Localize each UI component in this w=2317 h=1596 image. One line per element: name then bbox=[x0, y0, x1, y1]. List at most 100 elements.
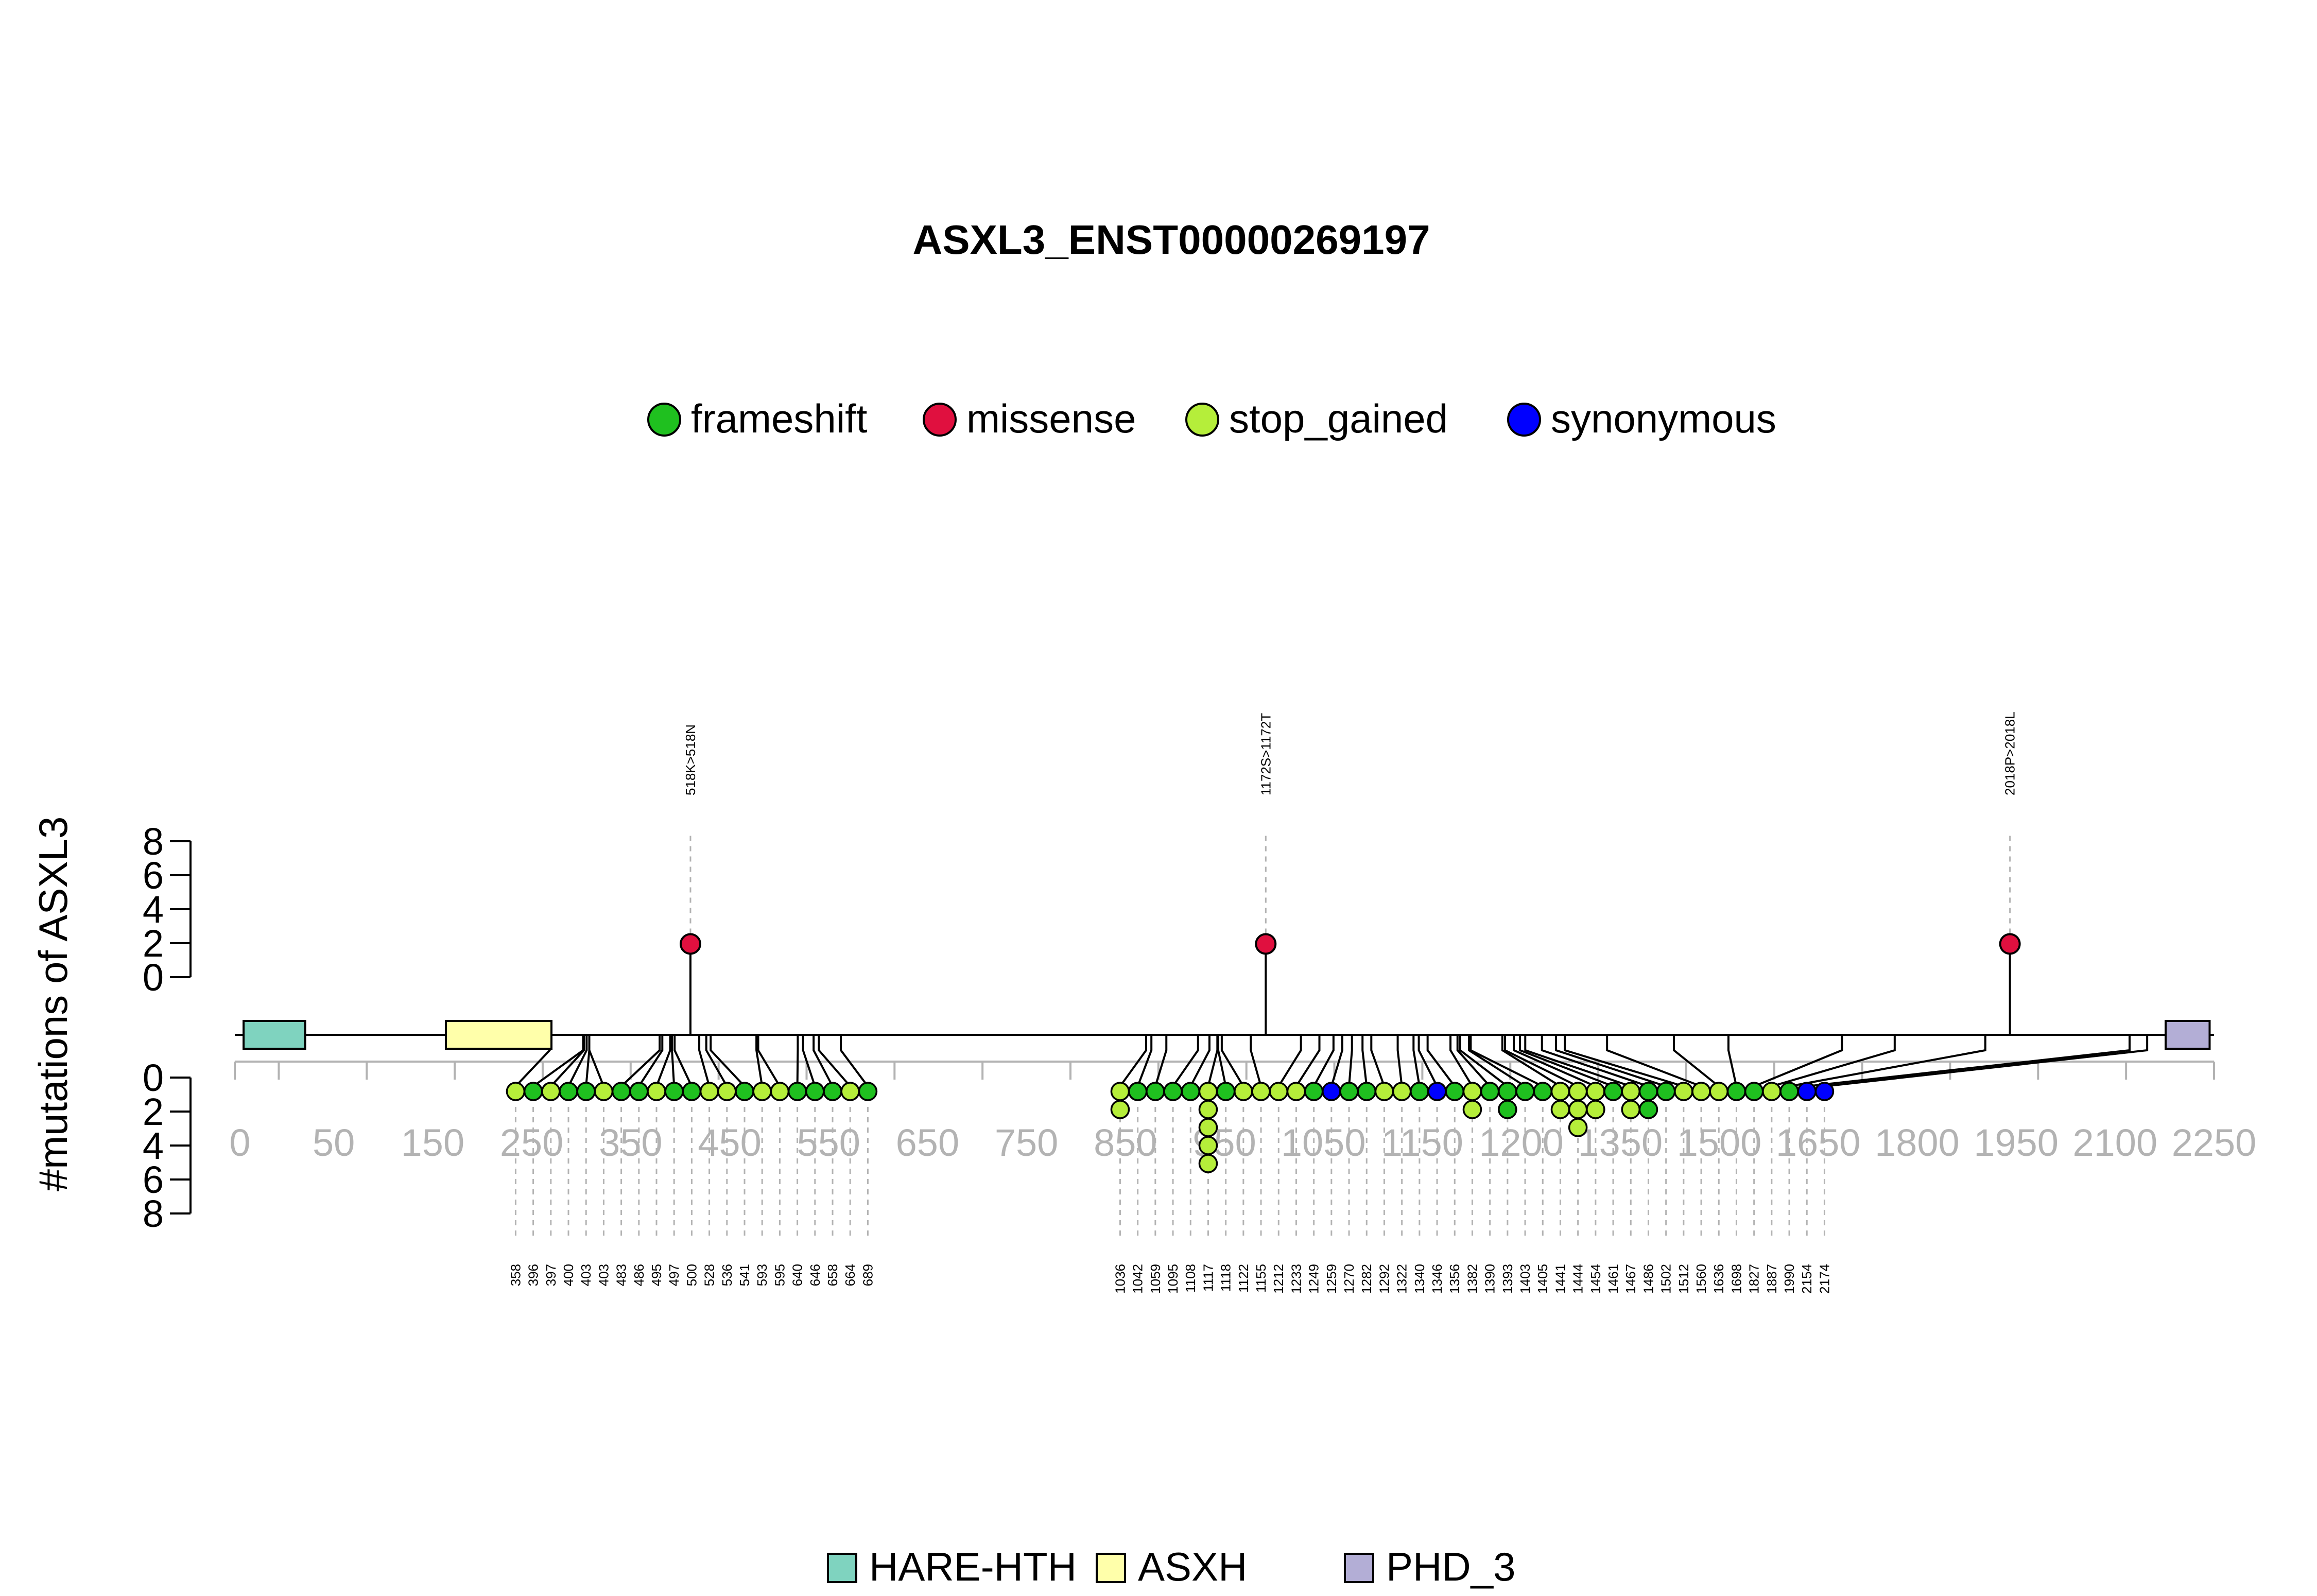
x-tick-label: 150 bbox=[401, 1121, 464, 1164]
lower-position-label: 1887 bbox=[1764, 1264, 1779, 1294]
lower-stem bbox=[1136, 1035, 1153, 1087]
lower-position-label: 1036 bbox=[1112, 1264, 1128, 1294]
lower-point bbox=[1691, 1082, 1711, 1101]
lower-y-tick-label: 6 bbox=[143, 1158, 164, 1201]
lower-stem bbox=[802, 1035, 816, 1087]
x-tick-label: 450 bbox=[698, 1121, 761, 1164]
lower-point bbox=[1462, 1082, 1482, 1101]
upper-point bbox=[1999, 933, 2021, 955]
lower-position-label: 1118 bbox=[1218, 1264, 1234, 1292]
lower-stem bbox=[638, 1035, 664, 1087]
legend-marker-missense bbox=[923, 403, 957, 437]
lower-position-label: 536 bbox=[719, 1264, 735, 1286]
lower-stem bbox=[1459, 1035, 1509, 1087]
lower-stem bbox=[1348, 1035, 1353, 1087]
lower-stem bbox=[705, 1035, 728, 1087]
mutation-type-legend: frameshift missense stop_gained synonymous bbox=[647, 396, 1776, 441]
lower-point bbox=[717, 1082, 737, 1101]
lower-stem bbox=[1370, 1035, 1386, 1087]
lower-point bbox=[1550, 1082, 1570, 1101]
domain-ASXH bbox=[445, 1020, 553, 1050]
lower-position-label: 1108 bbox=[1183, 1264, 1198, 1293]
lower-y-tick-label: 8 bbox=[143, 1192, 164, 1235]
lower-position-label: 1059 bbox=[1148, 1264, 1163, 1294]
lower-position-labels: 358 396 397 400 403 403 483 486 495 497 500 528 536 5… bbox=[508, 1264, 1832, 1294]
lower-point bbox=[823, 1082, 842, 1101]
lower-point bbox=[1110, 1100, 1130, 1119]
lower-stem bbox=[1189, 1035, 1211, 1087]
lower-position-label: 396 bbox=[526, 1264, 541, 1286]
lower-stem bbox=[655, 1035, 671, 1087]
lower-stem bbox=[698, 1035, 711, 1087]
lower-point bbox=[1568, 1100, 1588, 1119]
lower-point bbox=[1198, 1082, 1218, 1101]
lower-point bbox=[1322, 1082, 1341, 1101]
lower-position-label: 1292 bbox=[1376, 1264, 1392, 1294]
lower-position-label: 1249 bbox=[1306, 1264, 1322, 1294]
lower-stem bbox=[1312, 1035, 1335, 1087]
lower-position-label: 646 bbox=[807, 1264, 823, 1286]
lower-stem bbox=[840, 1035, 869, 1087]
lower-point bbox=[1163, 1082, 1183, 1101]
lower-position-label: 403 bbox=[596, 1264, 611, 1286]
lower-position-label: 1259 bbox=[1324, 1264, 1339, 1294]
lower-point bbox=[594, 1082, 614, 1101]
lower-position-label: 528 bbox=[702, 1264, 717, 1286]
lower-stem bbox=[1295, 1035, 1321, 1087]
lower-stem bbox=[1467, 1035, 1526, 1087]
lower-point bbox=[805, 1082, 825, 1101]
legend-marker-frameshift bbox=[647, 403, 681, 437]
lower-position-label: 1441 bbox=[1552, 1264, 1568, 1294]
lower-position-label: 1212 bbox=[1271, 1264, 1286, 1294]
lower-point bbox=[858, 1082, 878, 1101]
lower-stem bbox=[1396, 1035, 1403, 1087]
lower-stem bbox=[1789, 1035, 1986, 1087]
lower-point bbox=[1762, 1082, 1782, 1101]
lower-position-label: 1560 bbox=[1693, 1264, 1709, 1294]
upper-point bbox=[679, 933, 701, 955]
lower-position-label: 1512 bbox=[1676, 1264, 1691, 1294]
lower-stem bbox=[1541, 1035, 1649, 1087]
lower-stem bbox=[1426, 1035, 1456, 1087]
lower-stem bbox=[755, 1035, 764, 1087]
domain-legend-swatch-ASXH bbox=[1096, 1553, 1126, 1583]
lower-point bbox=[629, 1082, 649, 1101]
lower-stem bbox=[1172, 1035, 1199, 1087]
lower-point bbox=[1674, 1082, 1693, 1101]
lower-point bbox=[1198, 1154, 1218, 1173]
lower-stem bbox=[1807, 1035, 2131, 1087]
domain-HARE-HTH bbox=[243, 1020, 306, 1050]
lower-point bbox=[1357, 1082, 1376, 1101]
lower-position-label: 1461 bbox=[1605, 1264, 1621, 1294]
lower-position-label: 1042 bbox=[1130, 1264, 1146, 1294]
upper-y-tick-label: 2 bbox=[143, 922, 164, 965]
lower-position-label: 1467 bbox=[1623, 1264, 1638, 1294]
lower-point bbox=[682, 1082, 702, 1101]
lower-y-tick-label: 4 bbox=[143, 1124, 164, 1167]
lower-point bbox=[541, 1082, 561, 1101]
x-axis: 0 50 150 250 350 450 550 650 750 850 950 1050 1150 12… bbox=[229, 1061, 2256, 1164]
lower-stem bbox=[710, 1035, 746, 1087]
lower-position-label: 403 bbox=[578, 1264, 594, 1286]
lower-point bbox=[1374, 1082, 1394, 1101]
lower-point bbox=[1462, 1100, 1482, 1119]
lower-position-label: 486 bbox=[631, 1264, 647, 1286]
lower-position-label: 1322 bbox=[1394, 1264, 1410, 1294]
lower-point bbox=[1269, 1082, 1288, 1101]
lower-position-label: 2154 bbox=[1799, 1264, 1814, 1294]
lower-stem bbox=[1412, 1035, 1421, 1087]
lower-stem bbox=[1277, 1035, 1302, 1087]
lower-point bbox=[840, 1082, 860, 1101]
legend-label-missense: missense bbox=[966, 396, 1136, 441]
lower-point bbox=[1621, 1100, 1640, 1119]
lower-point bbox=[1586, 1100, 1605, 1119]
lower-stem bbox=[673, 1035, 693, 1087]
lower-points bbox=[506, 1082, 1835, 1173]
upper-mutation-label: 2018P>2018L bbox=[2002, 712, 2018, 795]
lower-point bbox=[559, 1082, 578, 1101]
lower-stem bbox=[1417, 1035, 1438, 1087]
lower-point bbox=[1445, 1082, 1464, 1101]
lower-point bbox=[1410, 1082, 1429, 1101]
lower-point bbox=[1568, 1118, 1588, 1137]
domain-legend-label-ASXH: ASXH bbox=[1138, 1544, 1247, 1589]
